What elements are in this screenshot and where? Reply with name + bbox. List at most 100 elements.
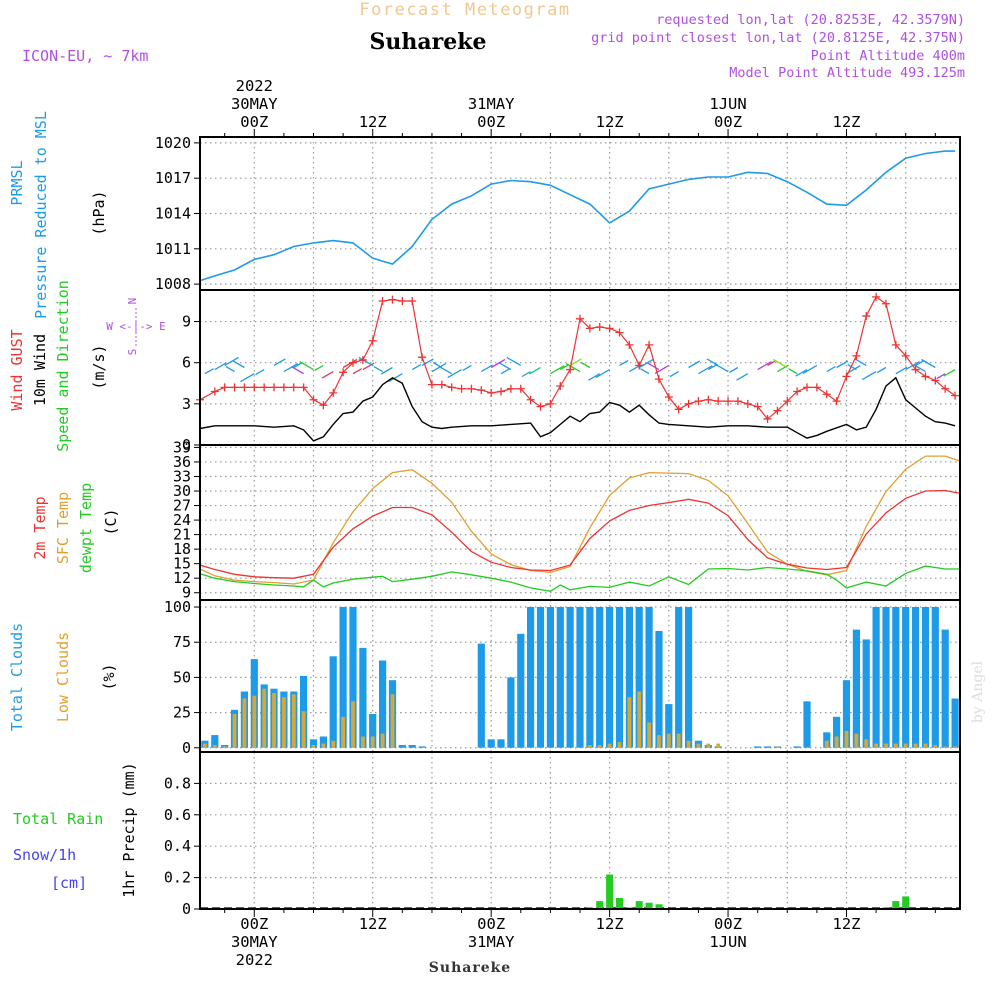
clouds-unit: (%): [100, 663, 118, 690]
y-tick-label: 9: [182, 584, 191, 602]
wind-gust-marker: [645, 340, 654, 349]
time-label-bottom: 00Z: [477, 915, 505, 933]
compass-north: N: [126, 298, 139, 305]
wind-direction-arrow: [647, 362, 660, 371]
wind-gust-marker: [753, 402, 762, 411]
wind-direction-arrow: [595, 368, 610, 379]
snow-label: Snow/1h: [13, 846, 76, 864]
y-tick-label: 25: [173, 704, 191, 722]
wind-gust-marker: [309, 395, 318, 404]
wind-direction-arrow: [521, 371, 531, 378]
total-clouds-bar: [912, 607, 920, 748]
wind-direction-arrow: [528, 366, 541, 375]
wind-gust-marker: [694, 397, 703, 406]
low-clouds-bar: [676, 733, 681, 748]
time-label-bottom: 31MAY: [468, 933, 515, 951]
wind-gust-marker: [279, 383, 288, 392]
low-clouds-bar: [203, 743, 207, 748]
low-clouds-bar: [686, 740, 691, 748]
wind-direction-arrow: [490, 358, 506, 369]
wind-gust-marker: [210, 387, 219, 396]
wind-direction-arrow: [638, 358, 654, 369]
low-clouds-bar: [282, 697, 286, 748]
wind-direction-arrow: [550, 365, 565, 375]
wind-direction-arrow: [224, 356, 239, 367]
wind-direction-arrow: [728, 366, 739, 374]
total-clouds-bar: [527, 607, 535, 748]
y-tick-label: 0: [182, 436, 191, 454]
temp-2m-label: 2m Temp: [31, 496, 49, 559]
wind-direction-arrow: [388, 373, 403, 383]
wind-gust-marker: [704, 395, 713, 404]
low-clouds-bar: [854, 733, 859, 748]
total-clouds-bar: [309, 739, 318, 748]
wind-gust-marker: [921, 372, 930, 381]
wind-direction-arrow: [214, 362, 227, 371]
wind-direction-arrow: [462, 364, 472, 372]
snow-unit-label: [cm]: [51, 874, 87, 892]
low-clouds-bar: [212, 745, 217, 748]
wind-gust-marker: [605, 324, 614, 333]
low-clouds-bar: [627, 697, 632, 748]
wind-gust-marker: [398, 296, 407, 305]
wind-direction-arrow: [321, 371, 334, 379]
time-label-bottom: 2022: [236, 951, 273, 969]
low-clouds-bar: [903, 743, 908, 748]
wind-gust-marker: [664, 392, 673, 401]
total-clouds-bar: [793, 746, 801, 748]
wind-gust-marker: [724, 397, 733, 406]
low-clouds-bar: [666, 733, 671, 748]
low-clouds-bar: [884, 743, 888, 748]
temp-dewpoint-line: [199, 565, 960, 592]
time-label-top: 00Z: [240, 113, 268, 131]
rain-bar: [655, 904, 663, 909]
total-clouds-bar: [892, 607, 900, 748]
wind-gust-marker: [270, 383, 279, 392]
y-tick-label: 15: [173, 555, 191, 573]
y-tick-label: 75: [173, 633, 191, 651]
low-clouds-bar: [331, 740, 336, 748]
wind-gust-marker: [576, 314, 584, 323]
wind-direction-arrow: [836, 360, 849, 369]
wind-gust-marker: [684, 399, 693, 408]
point-altitude: Point Altitude 400m: [811, 48, 965, 64]
wind-gust-marker: [842, 372, 851, 381]
wind-direction-arrow: [788, 368, 798, 375]
y-tick-label: 1017: [155, 169, 191, 187]
wind-gust-marker: [378, 296, 387, 305]
wind-gust-marker: [368, 336, 377, 345]
wind-direction-arrow: [847, 363, 857, 371]
wind-direction-arrow: [240, 373, 255, 383]
rain-bar: [606, 874, 614, 909]
wind-direction-arrow: [292, 366, 304, 375]
wind-gust-marker: [763, 414, 772, 423]
wind-direction-arrow: [773, 358, 788, 369]
time-label-bottom: 1JUN: [709, 933, 746, 951]
wind-gust-marker: [872, 292, 881, 301]
y-tick-label: 18: [173, 540, 191, 558]
wind-gust-marker: [358, 355, 367, 364]
total-clouds-bar: [675, 607, 683, 748]
total-clouds-bar: [862, 639, 870, 748]
temp-dewpt-label: dewpt Temp: [77, 483, 95, 573]
y-tick-label: 30: [173, 482, 191, 500]
wind-direction-arrow: [204, 368, 214, 375]
low-clouds-bar: [272, 692, 276, 748]
total-clouds-bar: [507, 677, 515, 748]
wind-direction-arrow: [314, 364, 324, 372]
wind-direction-arrow: [273, 358, 286, 367]
temp-unit: (C): [102, 508, 120, 535]
wind-gust-marker: [408, 296, 417, 305]
low-clouds-bar: [706, 743, 711, 748]
y-tick-label: 50: [173, 668, 191, 686]
model-altitude: Model Point Altitude 493.125m: [729, 65, 965, 81]
wind-direction-arrow: [569, 358, 582, 367]
precip-unit: 1hr Precip (mm): [120, 762, 138, 897]
wind-direction-arrow: [802, 364, 818, 375]
wind-gust-marker: [250, 383, 259, 392]
wind-gust-marker: [822, 390, 831, 399]
wind-direction-arrow: [669, 371, 680, 378]
wind-direction-arrow: [500, 368, 511, 375]
wind-gust-marker: [447, 383, 456, 392]
low-clouds-bar: [341, 716, 345, 748]
